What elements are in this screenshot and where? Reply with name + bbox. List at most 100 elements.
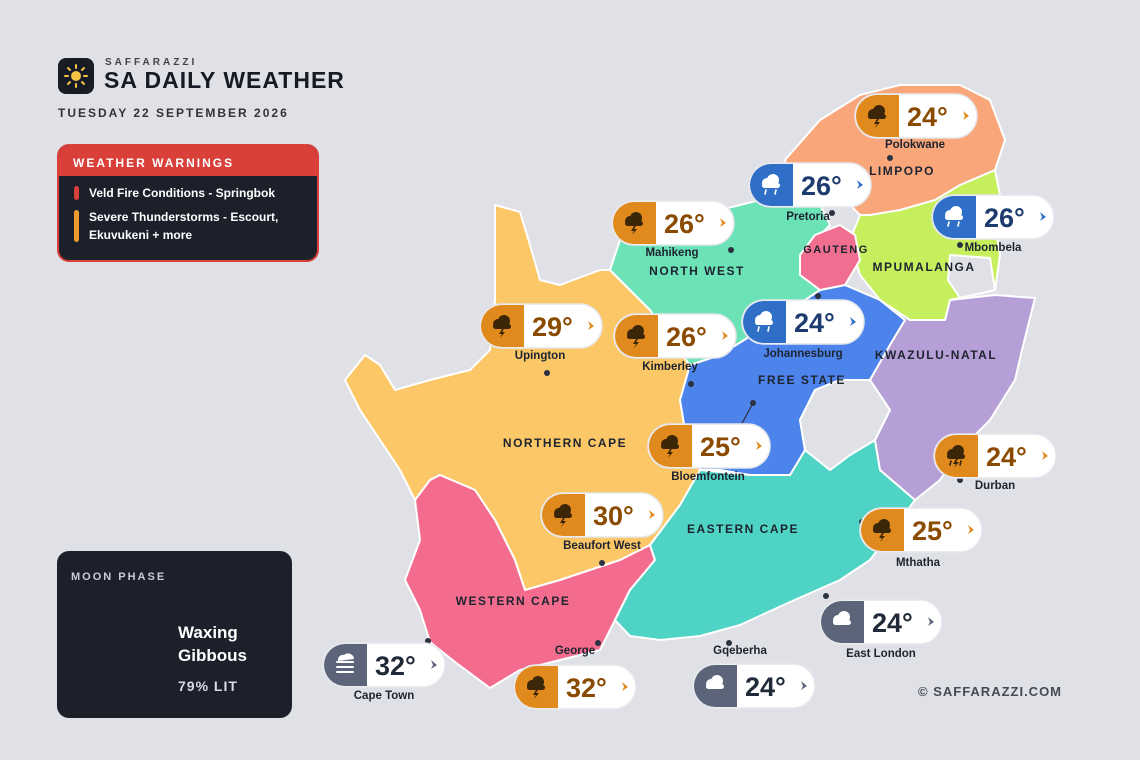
weather-icon <box>527 676 545 699</box>
city-label: Mbombela <box>965 242 1022 254</box>
city: 24° Durban <box>933 433 1057 492</box>
wind-arrow <box>801 681 807 690</box>
city-label: Cape Town <box>354 690 414 702</box>
city-dot <box>829 210 835 216</box>
weather-icon <box>627 325 645 348</box>
eswatini-shape <box>947 254 996 299</box>
province-label: LIMPOPO <box>869 164 935 178</box>
temperature: 29° <box>532 312 573 342</box>
weather-icon <box>833 611 851 625</box>
cloud-part <box>833 620 851 625</box>
city: 24° Gqeberha <box>692 640 816 709</box>
warnings-title: WEATHER WARNINGS <box>59 146 317 176</box>
lesotho-shape <box>799 379 891 471</box>
date: TUESDAY 22 SEPTEMBER 2026 <box>58 106 289 120</box>
warning-item: Severe Thunderstorms - Escourt, Ekuvuken… <box>59 208 289 244</box>
rain-drop <box>774 189 777 195</box>
temperature: 32° <box>566 673 607 703</box>
city-label: Durban <box>975 480 1015 492</box>
city-label: Polokwane <box>885 139 945 151</box>
cloud-part <box>945 215 963 220</box>
city-dot <box>688 381 694 387</box>
temperature: 26° <box>801 171 842 201</box>
weather-icon <box>625 212 643 235</box>
cloud-part <box>527 685 545 690</box>
city: 29° Upington <box>479 303 603 376</box>
warning-text: Severe Thunderstorms - Escourt, Ekuvuken… <box>89 210 279 242</box>
province-label: FREE STATE <box>758 373 846 387</box>
lightning <box>631 226 637 235</box>
rain-drop <box>957 221 960 227</box>
city: 24° Polokwane <box>854 93 978 161</box>
city-label: Pretoria <box>786 211 830 223</box>
province-label: NORTH WEST <box>649 264 745 278</box>
temperature: 24° <box>872 608 913 638</box>
cloud-part <box>493 324 511 329</box>
lightning <box>533 690 539 699</box>
city: 32° George <box>513 640 637 710</box>
wind-arrow <box>963 111 969 120</box>
lightning <box>499 329 505 338</box>
temperature: 26° <box>664 209 705 239</box>
weather-icon <box>336 653 354 673</box>
city: 25° Bloemfontein <box>647 400 771 483</box>
wind-arrow <box>649 510 655 519</box>
gauteng-shape <box>799 224 861 291</box>
cloud-part <box>625 221 643 226</box>
weather-icon <box>755 311 773 332</box>
rain-drop <box>764 189 767 195</box>
temperature: 24° <box>907 102 948 132</box>
wind-arrow <box>756 441 762 450</box>
city: 25° Mthatha <box>859 507 983 569</box>
city-dot <box>750 400 756 406</box>
wind-arrow <box>588 321 594 330</box>
temperature: 25° <box>700 432 741 462</box>
lightning <box>667 449 673 458</box>
temperature: 26° <box>984 203 1025 233</box>
province-label: NORTHERN CAPE <box>503 436 627 450</box>
cloud-part <box>627 334 645 339</box>
warning-bar <box>74 186 79 200</box>
cloud-part <box>755 320 773 325</box>
sun-icon <box>64 64 88 88</box>
lightning <box>633 339 639 348</box>
wind-arrow <box>1042 451 1048 460</box>
temperature: 24° <box>794 308 835 338</box>
temperature: 30° <box>593 501 634 531</box>
weather-icon <box>868 105 886 128</box>
moon-illumination: 79% LIT <box>178 678 238 694</box>
city-label: Beaufort West <box>563 540 641 552</box>
city: 30° Beaufort West <box>540 492 664 566</box>
weather-icon <box>873 519 891 542</box>
city: 26° Kimberley <box>613 313 737 387</box>
temperature: 32° <box>375 651 416 681</box>
temperature: 26° <box>666 322 707 352</box>
wind-arrow <box>850 317 856 326</box>
city: 24° East London <box>819 593 943 660</box>
city-dot <box>815 293 821 299</box>
lightning <box>560 518 566 527</box>
warning-text: Veld Fire Conditions - Springbok <box>89 186 276 200</box>
wind-arrow <box>720 218 726 227</box>
cloud-part <box>661 444 679 449</box>
city-label: Mahikeng <box>645 247 698 259</box>
moon-phase: Waxing Gibbous <box>178 623 247 665</box>
cloud-part <box>554 513 572 518</box>
lightning <box>874 119 880 128</box>
weather-icon <box>661 435 679 458</box>
city-dot <box>726 640 732 646</box>
city: 24° Johannesburg <box>741 293 865 360</box>
lightning <box>953 459 959 468</box>
warning-bar <box>74 210 79 242</box>
rain-drop <box>757 326 760 332</box>
temperature: 25° <box>912 516 953 546</box>
warning-item: Veld Fire Conditions - Springbok <box>59 184 289 202</box>
city-label: George <box>555 645 595 657</box>
province-label: MPUMALANGA <box>873 260 976 274</box>
title: SA DAILY WEATHER <box>104 67 345 93</box>
cloud-part <box>706 684 724 689</box>
city-dot <box>728 247 734 253</box>
badge-icon-bg <box>324 644 367 686</box>
city-label: Upington <box>515 350 565 362</box>
wind-arrow <box>722 331 728 340</box>
